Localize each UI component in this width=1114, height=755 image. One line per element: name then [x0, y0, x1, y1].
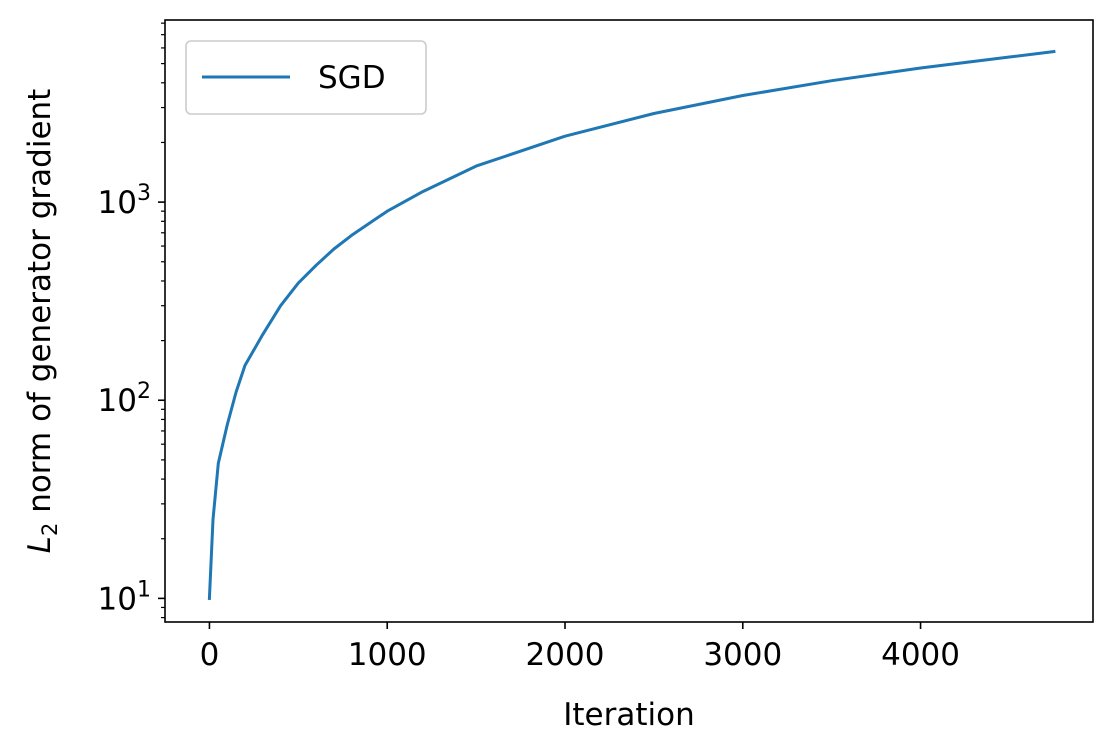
- y-axis-title-subscript: 2: [38, 523, 62, 536]
- y-tick-label: 101: [98, 577, 151, 617]
- series-line-sgd: [207, 49, 1056, 600]
- x-tick-label: 2000: [526, 637, 605, 673]
- y-axis-title: L2 norm of generator gradient: [22, 89, 62, 554]
- y-tick-label-base: 10: [98, 185, 137, 221]
- x-tick-label: 0: [200, 637, 220, 673]
- legend: SGD: [185, 40, 427, 115]
- y-tick-label-exponent: 2: [137, 379, 151, 404]
- legend-label-sgd: SGD: [318, 60, 386, 96]
- y-tick-label-exponent: 1: [137, 577, 151, 602]
- x-axis-ticks: 0 1000 2000 3000 4000: [200, 622, 960, 673]
- plot-frame: [164, 19, 1094, 623]
- y-tick-label: 103: [98, 181, 151, 221]
- y-axis-title-symbol: L: [22, 536, 58, 553]
- x-tick-label: 3000: [703, 637, 782, 673]
- y-axis-title-rest: norm of generator gradient: [22, 89, 58, 523]
- y-tick-label-exponent: 3: [137, 181, 151, 206]
- x-axis-title: Iteration: [563, 697, 695, 733]
- x-tick-label: 4000: [881, 637, 960, 673]
- legend-box: [185, 40, 427, 115]
- y-tick-label-base: 10: [98, 581, 137, 617]
- y-tick-label-base: 10: [98, 383, 137, 419]
- x-tick-label: 1000: [348, 637, 427, 673]
- series-layer: [207, 49, 1056, 600]
- y-tick-label: 102: [98, 379, 151, 419]
